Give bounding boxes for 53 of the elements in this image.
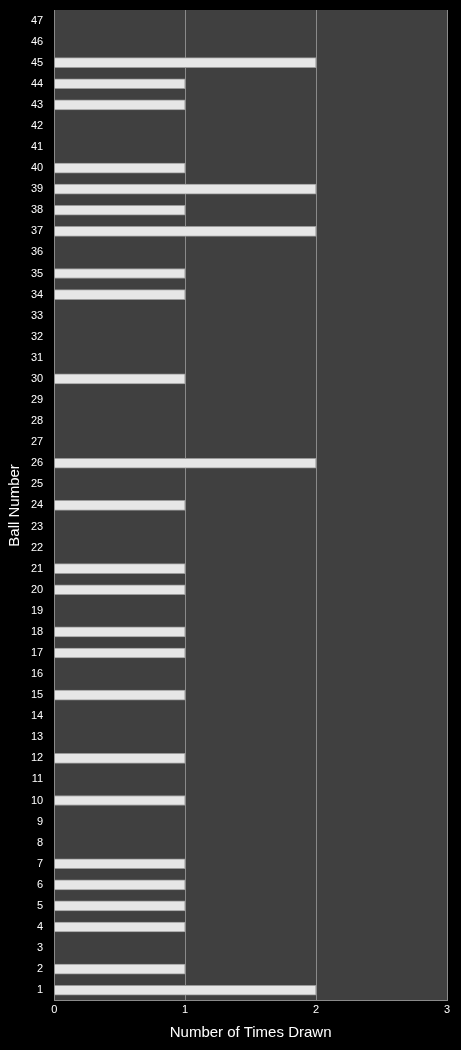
y-tick-label: 17	[30, 646, 44, 658]
y-tick-label: 23	[30, 519, 44, 532]
y-tick-label: 34	[30, 287, 44, 300]
y-tick-label: 11	[31, 772, 44, 785]
y-tick-label: 13	[30, 730, 44, 743]
y-tick-label: 16	[30, 667, 44, 680]
y-tick-label: 28	[30, 414, 44, 427]
y-tick-label: 12	[30, 751, 44, 764]
x-axis-title: Number of Times Drawn	[169, 1023, 332, 1041]
y-tick-label: 15	[30, 688, 44, 701]
y-tick-label: 19	[30, 603, 44, 616]
y-tick-label: 1	[37, 983, 44, 996]
y-tick-label: 33	[30, 308, 44, 321]
y-tick-label: 45	[30, 55, 44, 68]
x-tick-label: 3	[443, 1003, 451, 1016]
y-tick-label: 38	[30, 203, 44, 216]
y-tick-label: 37	[30, 224, 44, 237]
y-tick-label: 39	[30, 182, 44, 195]
y-tick-label: 32	[30, 329, 44, 342]
y-tick-label: 27	[30, 435, 44, 448]
y-tick-label: 18	[30, 624, 44, 637]
y-tick-label: 29	[30, 393, 44, 406]
x-tick-label: 2	[313, 1003, 320, 1016]
y-tick-label: 31	[30, 350, 44, 363]
y-tick-label: 3	[37, 941, 44, 954]
y-tick-label: 10	[30, 793, 44, 806]
y-tick-label: 36	[30, 245, 44, 258]
y-tick-label: 5	[37, 898, 44, 911]
y-axis-title: Ball Number	[5, 464, 23, 547]
y-tick-label: 30	[30, 371, 44, 384]
y-tick-label: 8	[37, 835, 44, 848]
x-tick-label: 0	[51, 1003, 58, 1016]
y-tick-label: 2	[37, 962, 44, 975]
y-tick-label: 26	[30, 456, 44, 469]
y-tick-label: 6	[37, 877, 44, 890]
y-tick-label: 40	[30, 161, 44, 174]
y-tick-label: 35	[30, 266, 44, 279]
y-tick-label: 47	[30, 13, 44, 26]
y-tick-label: 4	[37, 920, 44, 933]
x-tick-label: 1	[182, 1003, 189, 1016]
y-tick-label: 20	[30, 582, 44, 595]
y-tick-label: 21	[30, 561, 44, 574]
y-tick-label: 24	[30, 498, 44, 511]
y-tick-label: 41	[30, 140, 44, 153]
y-tick-label: 14	[30, 709, 44, 722]
y-tick-label: 42	[30, 118, 44, 131]
y-tick-label: 44	[30, 76, 44, 89]
y-tick-label: 7	[37, 856, 44, 869]
y-tick-label: 46	[30, 34, 44, 47]
y-tick-label: 43	[30, 97, 44, 110]
y-tick-label: 9	[37, 814, 44, 827]
y-tick-label: 22	[30, 540, 44, 553]
y-tick-label: 25	[30, 477, 44, 490]
